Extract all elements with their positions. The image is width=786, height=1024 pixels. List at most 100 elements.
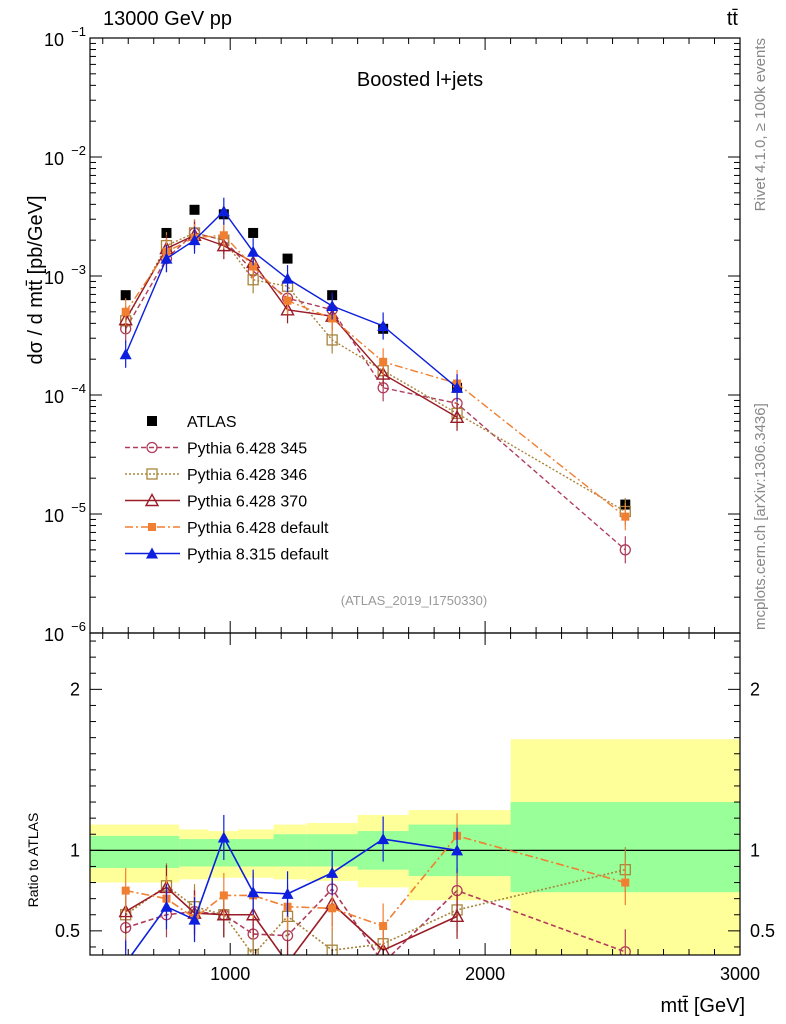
point-pythia-8-315-default <box>247 245 260 257</box>
legend-label-pythia-6-428-345: Pythia 6.428 345 <box>187 441 307 458</box>
y-tick-exponent: −2 <box>71 143 86 158</box>
series-line-pythia-6-428-346 <box>125 232 626 513</box>
ratio-point-pythia-6-428-346 <box>247 949 259 955</box>
ratio-y-tick-label: 0.5 <box>55 921 80 941</box>
ratio-point-pythia-6-428-370 <box>245 907 261 921</box>
ratio-frame <box>89 632 741 956</box>
point-pythia-6-428-370 <box>449 409 465 423</box>
uncertainty-band-inner <box>140 835 180 869</box>
y-tick-exponent: −6 <box>71 619 86 634</box>
ratio-point-pythia-8-315-default <box>451 844 464 856</box>
legend-label-pythia-6-428-346: Pythia 6.428 346 <box>187 467 307 484</box>
side-mcplots: mcplots.cern.ch [arXiv:1306.3436] <box>752 403 769 630</box>
main-plot: 10 −6 10 −5 10 −4 10 −3 10 −2 10 −1 ATLAS Pythia 6.42… <box>44 24 741 645</box>
ratio-point-pythia-6-428-346 <box>326 944 338 955</box>
legend-marker-pythia-6-428-346 <box>146 468 158 480</box>
point-pythia-8-315-default <box>281 272 294 284</box>
main-frame <box>89 37 741 634</box>
legend-marker-pythia-6-428-345 <box>146 441 158 454</box>
ratio-point-pythia-6-428-370 <box>216 907 232 921</box>
legend-marker-pythia-6-428-370 <box>144 493 160 507</box>
ratio-point-pythia-8-315-default <box>281 887 294 899</box>
ratio-point-pythia-8-315-default <box>377 833 390 845</box>
ratio-data-layer <box>90 739 740 968</box>
y-tick-label: 10 <box>44 149 64 169</box>
ratio-point-pythia-8-315-default <box>217 831 230 843</box>
analysis-id: (ATLAS_2019_I1750330) <box>341 593 487 608</box>
y-tick-exponent: −5 <box>71 500 86 515</box>
ratio-point-pythia-6-428-default <box>379 922 388 931</box>
side-rivet: Rivet 4.1.0, ≥ 100k events <box>752 38 769 211</box>
ratio-point-pythia-6-428-370 <box>282 957 294 968</box>
ratio-ylabel: Ratio to ATLAS <box>25 813 41 908</box>
y-tick-label: 10 <box>44 625 64 645</box>
legend-label-pythia-8-315-default: Pythia 8.315 default <box>187 547 329 564</box>
uncertainty-band-inner <box>208 839 238 867</box>
ratio-y-tick-label-right: 2 <box>750 679 760 699</box>
ratio-point-pythia-6-428-370 <box>118 904 133 918</box>
legend-label-pythia-6-428-default: Pythia 6.428 default <box>187 520 329 537</box>
ratio-line-pythia-6-428-346 <box>125 868 626 955</box>
point-pythia-6-428-default <box>621 512 630 521</box>
point-pythia-8-315-default <box>326 299 339 311</box>
uncertainty-band-inner <box>179 839 209 867</box>
x-tick-label: 3000 <box>720 964 760 984</box>
y-tick-exponent: −3 <box>71 262 86 277</box>
point-pythia-6-428-default <box>283 296 292 305</box>
point-pythia-6-428-370 <box>216 238 232 252</box>
header-right-title: tt̄ <box>727 8 739 30</box>
x-axis-title: mtt̄ [GeV] <box>661 995 745 1017</box>
point-pythia-6-428-345 <box>619 544 631 556</box>
ratio-point-pythia-6-428-345 <box>619 946 631 955</box>
ratio-point-pythia-8-315-default <box>326 866 339 878</box>
ratio-point-pythia-6-428-370 <box>449 908 465 923</box>
y-tick-label: 10 <box>44 30 64 50</box>
point-atlas <box>120 290 131 301</box>
ratio-y-tick-label: 2 <box>70 679 80 699</box>
x-tick-label: 1000 <box>210 964 250 984</box>
plot-label: Boosted l+jets <box>357 69 483 91</box>
legend-marker-atlas <box>147 416 157 426</box>
ratio-point-pythia-6-428-default <box>328 904 337 913</box>
ratio-line-pythia-6-428-default <box>125 834 626 927</box>
main-data-layer <box>118 197 631 564</box>
y-tick-label: 10 <box>44 387 64 407</box>
point-pythia-8-315-default <box>377 320 390 332</box>
point-atlas <box>189 204 200 215</box>
point-pythia-6-428-370 <box>375 366 391 380</box>
legend-label-pythia-6-428-370: Pythia 6.428 370 <box>187 494 307 511</box>
point-pythia-8-315-default <box>160 252 173 264</box>
y-tick-exponent: −4 <box>71 381 86 396</box>
header-left-title: 13000 GeV pp <box>103 8 232 30</box>
point-pythia-8-315-default <box>217 205 230 217</box>
point-pythia-6-428-default <box>121 307 130 316</box>
point-pythia-6-428-default <box>219 231 228 240</box>
ratio-plot: 1000 2000 3000 0.5 0.5 1 1 2 2 <box>55 632 775 984</box>
ratio-point-pythia-8-315-default <box>160 900 173 912</box>
legend-marker-pythia-6-428-default <box>148 523 156 531</box>
ratio-point-pythia-6-428-default <box>621 878 630 887</box>
ratio-point-pythia-6-428-345 <box>378 958 388 968</box>
legend-marker-pythia-8-315-default <box>146 547 158 559</box>
point-pythia-6-428-346 <box>326 334 338 346</box>
ratio-point-pythia-8-315-default <box>247 886 260 898</box>
point-atlas <box>282 253 293 264</box>
ratio-point-pythia-6-428-370 <box>376 942 390 955</box>
ratio-y-tick-label: 1 <box>70 840 80 860</box>
point-pythia-6-428-default <box>379 357 388 366</box>
ratio-y-tick-label-right: 0.5 <box>750 921 775 941</box>
point-pythia-8-315-default <box>119 348 132 360</box>
ratio-point-pythia-6-428-default <box>219 891 228 900</box>
y-tick-label: 10 <box>44 268 64 288</box>
ratio-y-tick-label-right: 1 <box>750 840 760 860</box>
point-pythia-8-315-default <box>188 234 201 246</box>
x-tick-label: 2000 <box>465 964 505 984</box>
point-pythia-6-428-default <box>249 262 258 271</box>
point-pythia-6-428-370 <box>280 302 295 316</box>
legend-label-atlas: ATLAS <box>187 414 237 431</box>
uncertainty-band-inner <box>237 839 274 867</box>
legend: ATLAS Pythia 6.428 345 Pythia 6.428 346 Pyt… <box>125 414 329 564</box>
point-atlas <box>248 227 259 238</box>
ratio-point-pythia-8-315-default <box>188 913 201 925</box>
